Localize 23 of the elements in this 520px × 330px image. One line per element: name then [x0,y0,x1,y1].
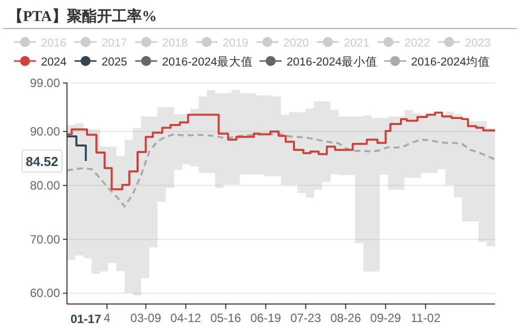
y-tick-label: 60.00 [30,286,60,300]
x-tick-label: 04-12 [170,311,202,325]
x-tick-label: 09-29 [370,311,402,325]
y-tick-label: 99.00 [30,76,60,90]
x-tick-label: 07-23 [290,311,322,325]
legend-label: 2016-2024均值 [411,56,490,68]
y-tick-label: 80.00 [30,178,60,192]
x-tick-label: 08-26 [330,311,362,325]
chart-title: 【PTA】聚酯开工率% [8,7,157,25]
x-tick-label: 06-19 [250,311,282,325]
x-tick-label: 11-02 [410,311,441,325]
legend-label: 2016-2024最小值 [286,56,378,68]
y-tick-label: 90.00 [30,124,60,139]
x-tick-label: 03-09 [130,311,162,325]
text: 84.52 [26,154,58,170]
legend-label: 2025 [102,56,128,68]
legend-label: 2024 [41,56,68,68]
legend-label: 2016-2024最大值 [162,56,254,68]
y-tick-label: 70.00 [30,232,60,246]
text: 01-17 [70,312,102,326]
x-tick-label: 05-16 [210,311,242,325]
x-tick-label: 4 [104,311,111,325]
line-series [66,133,496,208]
